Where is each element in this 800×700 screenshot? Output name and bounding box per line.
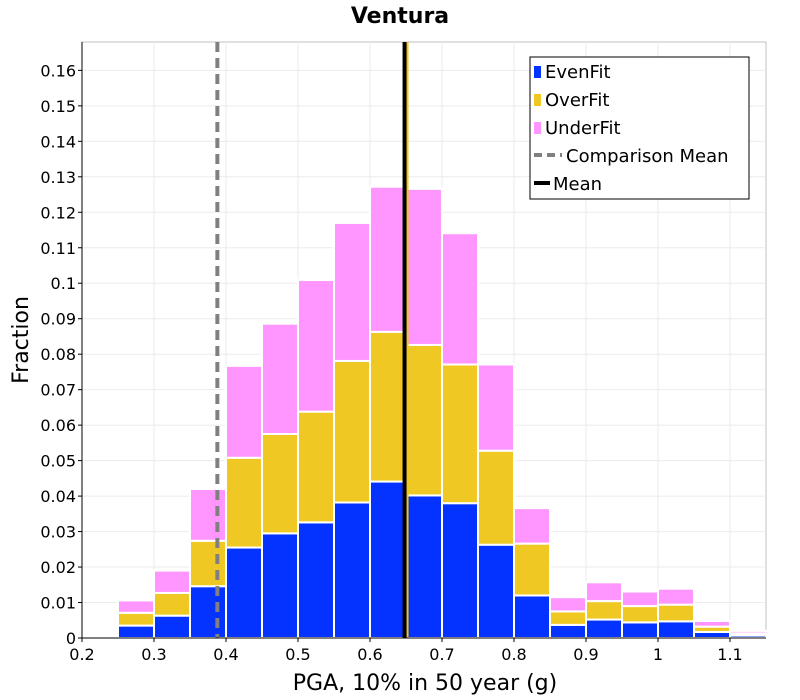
x-tick-label: 0.2 bbox=[69, 645, 94, 664]
bar-underfit bbox=[621, 590, 659, 608]
bar-overfit bbox=[297, 410, 335, 524]
y-tick-label: 0.13 bbox=[40, 168, 76, 187]
bars bbox=[117, 185, 767, 640]
chart-title: Ventura bbox=[351, 4, 449, 29]
x-tick-label: 0.7 bbox=[429, 645, 454, 664]
bar-overfit bbox=[477, 449, 515, 546]
bar-underfit bbox=[117, 599, 155, 614]
bar-underfit bbox=[297, 279, 335, 413]
bar-overfit bbox=[369, 330, 407, 483]
bar-overfit bbox=[153, 591, 191, 617]
legend-label-evenfit: EvenFit bbox=[545, 62, 611, 83]
bar-underfit bbox=[405, 187, 443, 346]
legend: EvenFit OverFit UnderFit Comparison Mean… bbox=[529, 56, 750, 200]
bar-evenfit bbox=[513, 594, 551, 640]
bar-overfit bbox=[657, 603, 695, 623]
legend-item-evenfit: EvenFit bbox=[534, 62, 611, 83]
bar-overfit bbox=[405, 343, 443, 497]
bar-overfit bbox=[333, 359, 371, 504]
y-tick-label: 0.14 bbox=[40, 132, 76, 151]
bar-underfit bbox=[585, 581, 623, 603]
bar-evenfit bbox=[297, 521, 335, 639]
y-tick-label: 0.06 bbox=[40, 416, 76, 435]
bar-underfit bbox=[261, 322, 299, 436]
x-tick-label: 1.1 bbox=[717, 645, 742, 664]
bar-overfit bbox=[441, 363, 479, 505]
bar-overfit bbox=[225, 456, 263, 549]
y-tick-label: 0.03 bbox=[40, 523, 76, 542]
y-tick-label: 0.01 bbox=[40, 594, 76, 613]
bar-evenfit bbox=[117, 624, 155, 639]
y-tick-label: 0.08 bbox=[40, 345, 76, 364]
x-tick-label: 0.4 bbox=[213, 645, 238, 664]
bar-underfit bbox=[477, 363, 515, 452]
bar-underfit bbox=[153, 569, 191, 594]
bar-underfit bbox=[729, 629, 767, 635]
x-tick-label: 0.5 bbox=[285, 645, 310, 664]
bar-underfit bbox=[369, 185, 407, 333]
bar-evenfit bbox=[477, 543, 515, 640]
y-tick-label: 0.11 bbox=[40, 239, 76, 258]
axes: 0 0.01 0.02 0.03 0.04 0.05 0.06 0.07 0.08 0.09 0.1… bbox=[40, 42, 766, 664]
bar-overfit bbox=[585, 600, 623, 621]
legend-label-overfit: OverFit bbox=[545, 90, 609, 111]
bar-evenfit bbox=[369, 480, 407, 639]
bar-evenfit bbox=[225, 546, 263, 639]
x-axis-title: PGA, 10% in 50 year (g) bbox=[293, 671, 557, 696]
y-tick-label: 0.07 bbox=[40, 381, 76, 400]
bar-evenfit bbox=[549, 623, 587, 639]
bar-evenfit bbox=[153, 614, 191, 640]
bar-overfit bbox=[189, 539, 227, 588]
legend-item-underfit: UnderFit bbox=[534, 118, 621, 139]
legend-swatch-overfit bbox=[534, 94, 541, 106]
bar-evenfit bbox=[657, 620, 695, 639]
bar-underfit bbox=[513, 507, 551, 545]
y-tick-label: 0.16 bbox=[40, 61, 76, 80]
legend-label-comparison-mean: Comparison Mean bbox=[566, 146, 729, 167]
x-tick-label: 1 bbox=[653, 645, 663, 664]
bar-overfit bbox=[261, 433, 299, 535]
y-tick-label: 0.09 bbox=[40, 310, 76, 329]
y-tick-label: 0.04 bbox=[40, 487, 76, 506]
bar-overfit bbox=[549, 610, 587, 626]
x-tick-label: 0.8 bbox=[501, 645, 526, 664]
bar-evenfit bbox=[441, 502, 479, 640]
legend-label-underfit: UnderFit bbox=[545, 118, 621, 139]
bar-evenfit bbox=[405, 494, 443, 639]
y-tick-label: 0.12 bbox=[40, 203, 76, 222]
bar-evenfit bbox=[261, 532, 299, 639]
legend-item-overfit: OverFit bbox=[534, 90, 609, 111]
bar-overfit bbox=[117, 611, 155, 627]
y-tick-label: 0.15 bbox=[40, 97, 76, 116]
y-tick-label: 0 bbox=[66, 629, 76, 648]
y-axis-title: Fraction bbox=[9, 296, 34, 384]
reference-lines bbox=[215, 42, 409, 638]
bar-underfit bbox=[225, 364, 263, 459]
bar-underfit bbox=[189, 488, 227, 542]
y-tick-label: 0.02 bbox=[40, 558, 76, 577]
bar-evenfit bbox=[333, 501, 371, 639]
bar-underfit bbox=[693, 619, 731, 628]
bar-evenfit bbox=[621, 621, 659, 640]
legend-swatch-evenfit bbox=[534, 66, 541, 78]
bar-underfit bbox=[549, 596, 587, 613]
x-tick-label: 0.3 bbox=[141, 645, 166, 664]
legend-label-mean: Mean bbox=[553, 174, 602, 195]
bar-overfit bbox=[513, 542, 551, 597]
bar-overfit bbox=[621, 605, 659, 624]
bar-underfit bbox=[333, 221, 371, 362]
legend-item-mean: Mean bbox=[534, 174, 602, 195]
bar-underfit bbox=[441, 232, 479, 366]
y-tick-label: 0.05 bbox=[40, 452, 76, 471]
bar-evenfit bbox=[189, 585, 227, 640]
legend-swatch-underfit bbox=[534, 122, 541, 134]
legend-item-comparison-mean: Comparison Mean bbox=[534, 146, 729, 167]
legend-box bbox=[529, 56, 750, 200]
bar-underfit bbox=[657, 587, 695, 606]
x-tick-label: 0.9 bbox=[573, 645, 598, 664]
bar-evenfit bbox=[585, 618, 623, 639]
x-tick-label: 0.6 bbox=[357, 645, 382, 664]
y-tick-label: 0.1 bbox=[51, 274, 76, 293]
